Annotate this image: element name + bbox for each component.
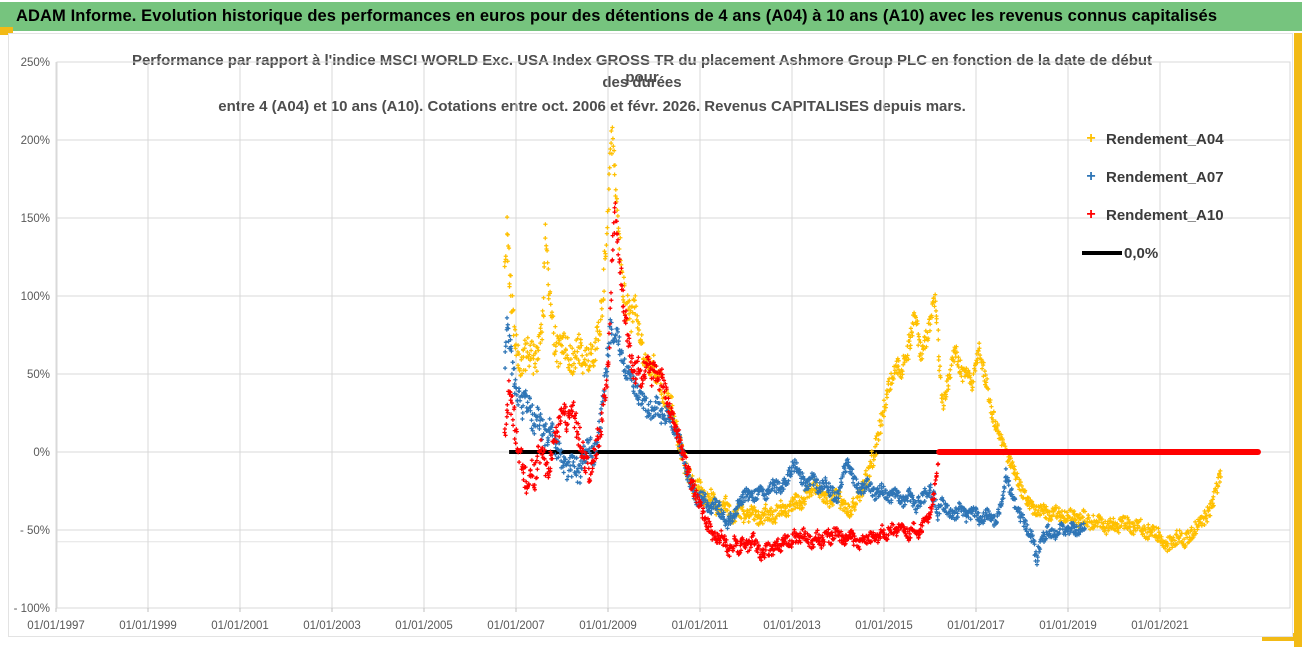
legend-item-zero-line[interactable]: 0,0% — [1082, 234, 1272, 272]
legend-label: Rendement_A07 — [1106, 168, 1224, 186]
chart-title-line-2: des durées — [602, 74, 682, 91]
chart-title-line-3: entre 4 (A04) et 10 ans (A10). Cotations… — [218, 98, 966, 115]
plus-marker-icon: + — [1086, 130, 1096, 147]
gold-accent-right-edge — [1294, 33, 1302, 647]
legend-label: Rendement_A04 — [1106, 130, 1224, 148]
legend-label: 0,0% — [1124, 244, 1159, 262]
gold-accent-bottom-right — [1262, 633, 1295, 641]
plus-marker-icon: + — [1086, 206, 1096, 223]
legend-item-rendement-a10[interactable]: + Rendement_A10 — [1082, 196, 1272, 234]
plus-marker-icon: + — [1086, 168, 1096, 185]
gold-accent-topleft — [0, 27, 13, 35]
chart-legend: + Rendement_A04 + Rendement_A07 + Rendem… — [1082, 120, 1272, 272]
line-marker-icon — [1082, 251, 1122, 255]
sheet-header-title: ADAM Informe. Evolution historique des p… — [16, 7, 1218, 25]
sheet-header-bar: ADAM Informe. Evolution historique des p… — [0, 2, 1302, 31]
legend-item-rendement-a07[interactable]: + Rendement_A07 — [1082, 158, 1272, 196]
legend-label: Rendement_A10 — [1106, 206, 1224, 224]
legend-item-rendement-a04[interactable]: + Rendement_A04 — [1082, 120, 1272, 158]
